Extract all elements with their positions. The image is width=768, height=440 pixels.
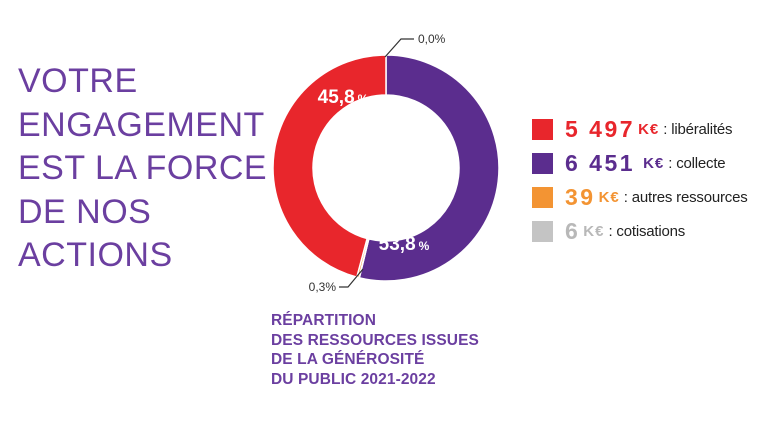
headline-line: DE NOS xyxy=(18,192,152,231)
data-label-collecte: 53,8% xyxy=(379,234,430,255)
caption-line: DE LA GÉNÉROSITÉ xyxy=(271,351,425,368)
legend-unit: K€ xyxy=(583,222,605,240)
headline-line: EST LA FORCE xyxy=(18,149,268,187)
legend-item-collecte: 6 451 K€ : collecte xyxy=(532,146,748,180)
legend-value: 39 xyxy=(565,183,596,210)
data-label-cotisations: 0,0% xyxy=(418,32,446,46)
chart-caption: RÉPARTITION DES RESSOURCES ISSUES DE LA … xyxy=(271,311,479,389)
legend-label: : cotisations xyxy=(608,222,686,240)
legend-item-autres-ressources: 39 K€ : autres ressources xyxy=(532,180,748,214)
legend-swatch xyxy=(532,152,553,174)
headline-line: ENGAGEMENT xyxy=(18,105,265,144)
donut-slices xyxy=(272,54,500,282)
legend-label: : libéralités xyxy=(663,120,733,138)
caption-line: RÉPARTITION xyxy=(271,312,377,329)
legend-unit: K€ xyxy=(638,120,660,138)
headline-line: VOTRE xyxy=(18,62,138,100)
legend-value: 6 451 xyxy=(565,149,636,176)
legend-item-cotisations: 6 K€ : cotisations xyxy=(532,214,748,248)
legend: 5 497 K€ : libéralités 6 451 K€ : collec… xyxy=(532,112,748,248)
donut-slice-liberalites xyxy=(272,54,387,279)
legend-swatch xyxy=(532,186,553,208)
headline-line: ACTIONS xyxy=(18,236,173,274)
legend-unit: K€ xyxy=(643,154,665,172)
legend-value: 5 497 xyxy=(565,115,636,142)
leader-line-autres-ressources xyxy=(339,268,364,288)
leader-line-cotisations xyxy=(384,38,414,58)
legend-label: : collecte xyxy=(668,154,726,172)
legend-label: : autres ressources xyxy=(623,188,748,206)
caption-line: DES RESSOURCES ISSUES xyxy=(271,331,479,349)
data-label-liberalites: 45,8% xyxy=(318,87,369,108)
data-label-autres-ressources: 0,3% xyxy=(309,280,337,294)
headline: VOTRE ENGAGEMENT EST LA FORCE DE NOS ACT… xyxy=(18,60,267,278)
legend-swatch xyxy=(532,118,553,140)
donut-slice-collecte xyxy=(358,54,500,282)
legend-item-liberalites: 5 497 K€ : libéralités xyxy=(532,112,748,146)
caption-line: DU PUBLIC 2021-2022 xyxy=(271,370,436,388)
legend-swatch xyxy=(532,220,553,242)
legend-value: 6 xyxy=(565,217,581,244)
legend-unit: K€ xyxy=(598,188,620,206)
